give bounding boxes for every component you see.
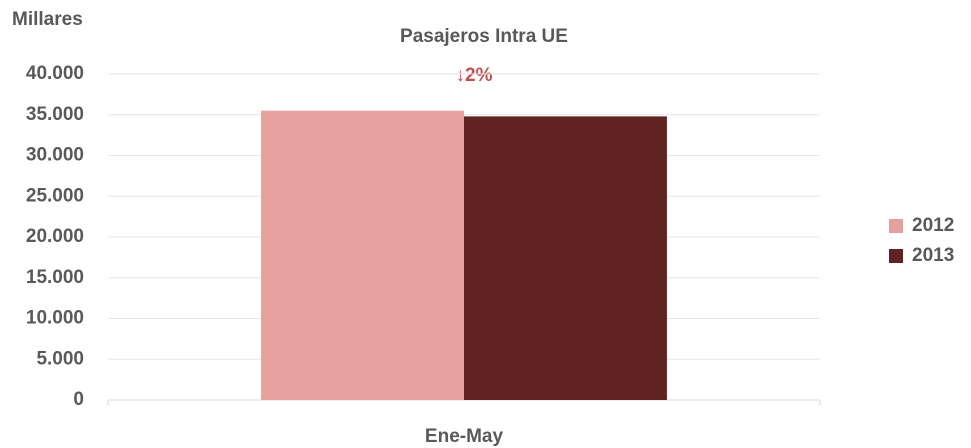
x-tick-label: Ene-May: [425, 426, 504, 447]
bar: [261, 110, 464, 401]
y-tick-label: 0: [73, 389, 84, 410]
legend-label: 2013: [912, 245, 954, 266]
y-tick-label: 20.000: [26, 226, 84, 247]
y-tick-label: 5.000: [36, 348, 84, 369]
y-tick-label: 40.000: [26, 63, 84, 84]
y-tick-label: 15.000: [26, 267, 84, 288]
chart-title: Pasajeros Intra UE: [400, 26, 568, 47]
legend-swatch: [889, 249, 903, 263]
y-axis-label: Millares: [12, 9, 83, 30]
bar: [464, 116, 667, 400]
legend-swatch: [889, 219, 903, 233]
y-tick-label: 25.000: [26, 185, 84, 206]
legend-label: 2012: [912, 215, 954, 236]
annotation: ↓2%: [456, 65, 493, 86]
y-tick-label: 30.000: [26, 145, 84, 166]
y-tick-label: 35.000: [26, 104, 84, 125]
y-tick-label: 10.000: [26, 308, 84, 329]
